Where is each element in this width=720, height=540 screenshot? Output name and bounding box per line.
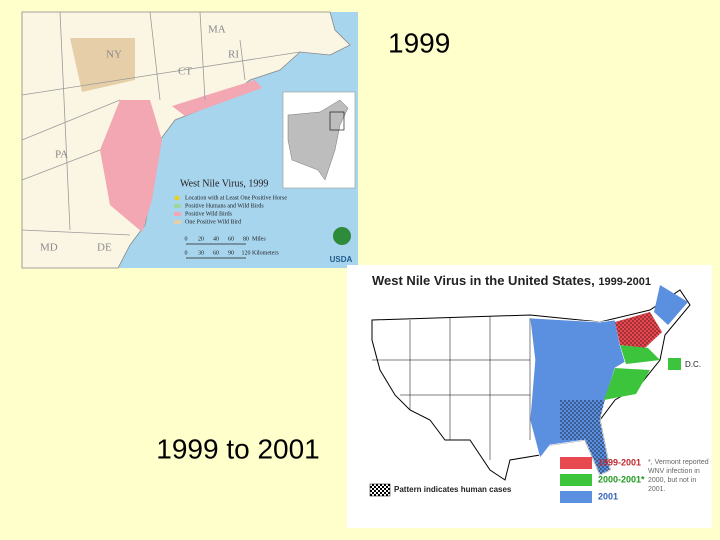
state-label: MD xyxy=(40,242,58,254)
human-cases xyxy=(615,312,662,348)
footnote-line: WNV infection in xyxy=(648,468,700,475)
map-title: West Nile Virus in the United States, 19… xyxy=(372,273,651,288)
region-2000-2001 xyxy=(620,345,660,364)
legend-label: 1999-2001 xyxy=(598,457,641,467)
legend-swatch xyxy=(174,220,181,224)
scale-tick: 30 xyxy=(198,250,204,256)
state-label: NY xyxy=(106,49,122,61)
state-label: MA xyxy=(208,24,226,36)
inset-us xyxy=(287,99,349,181)
pink-region xyxy=(100,100,162,232)
scale-unit: Miles xyxy=(252,236,266,242)
scale-tick: 120 xyxy=(242,250,251,256)
title-years: 1999-2001 xyxy=(598,276,651,288)
scale-tick: 20 xyxy=(198,236,204,242)
logo: USDA xyxy=(330,255,353,264)
inset-box xyxy=(329,111,345,131)
state-label: DE xyxy=(97,242,112,254)
title-main: West Nile Virus in the United States, xyxy=(372,273,595,288)
region-2000-2001 xyxy=(604,368,650,400)
pattern-note: Pattern indicates human cases xyxy=(394,485,512,494)
footnote-line: 2000, but not in xyxy=(648,477,696,484)
label-range: 1999 to 2001 xyxy=(156,433,320,464)
legend-label: 2000-2001* xyxy=(598,474,645,484)
dc-label: D.C. xyxy=(685,360,701,369)
footnote-line: 2001. xyxy=(648,486,666,493)
legend-label: Positive Wild Birds xyxy=(185,211,233,217)
footnote: *, Vermont reported WNV infection in 2000,… xyxy=(648,459,709,493)
state-label: RI xyxy=(228,49,239,61)
state-lines xyxy=(372,316,531,460)
map-us: West Nile Virus in the United States, 19… xyxy=(347,265,712,528)
region-2001 xyxy=(654,285,688,325)
legend-label: Location with at Least One Positive Hors… xyxy=(185,195,287,201)
scale-tick: 40 xyxy=(213,236,219,242)
scale-tick: 0 xyxy=(185,236,188,242)
footnote-line: *, Vermont reported xyxy=(648,459,709,466)
map-1999: MA NY RI CT PA MD DE West Nile Virus, 19… xyxy=(21,11,358,269)
legend-swatch xyxy=(174,212,181,216)
state-borders xyxy=(21,11,301,236)
tan-region xyxy=(70,38,135,92)
scale-tick: 60 xyxy=(213,250,219,256)
scale-unit: Kilometers xyxy=(252,250,279,256)
scale-tick: 0 xyxy=(185,250,188,256)
legend-swatch xyxy=(174,204,181,208)
state-label: PA xyxy=(55,149,68,161)
scale-tick: 60 xyxy=(228,236,234,242)
legend-label: Positive Humans and Wild Birds xyxy=(185,203,264,209)
logo-emblem xyxy=(333,227,351,245)
pattern-swatch xyxy=(369,483,391,497)
legend-swatch xyxy=(174,195,180,201)
state-label: CT xyxy=(178,66,192,78)
human-cases xyxy=(560,400,610,475)
dc-swatch xyxy=(668,358,681,370)
scale-tick: 90 xyxy=(228,250,234,256)
scale-labels: 0 20 40 60 80 0 30 60 90 120 Miles Kilometers xyxy=(185,236,280,256)
legend-swatch xyxy=(560,474,592,486)
legend-swatch xyxy=(560,457,592,469)
map-title: West Nile Virus, 1999 xyxy=(180,178,268,189)
legend-label: One Positive Wild Bird xyxy=(185,219,241,225)
label-1999: 1999 xyxy=(388,27,450,58)
legend-swatch xyxy=(560,491,592,503)
pink-region xyxy=(172,80,262,116)
legend-label: 2001 xyxy=(598,491,618,501)
scale-tick: 80 xyxy=(243,236,249,242)
